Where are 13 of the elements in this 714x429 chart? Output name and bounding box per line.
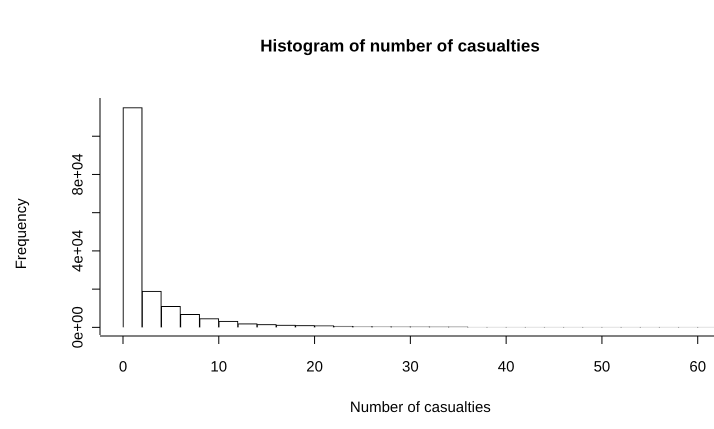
y-tick-label: 8e+04 [70,153,87,196]
x-tick-label: 40 [498,358,514,376]
x-tick-label: 50 [594,358,610,376]
x-tick-label: 60 [689,358,706,376]
x-tick-label: 10 [210,358,228,376]
x-tick-label: 30 [402,358,419,376]
chart-title: Histogram of number of casualties [260,36,540,56]
y-tick-label: 0e+00 [70,306,87,348]
x-tick-label: 0 [118,358,128,376]
x-axis-title: Number of casualties [350,399,491,416]
y-tick-label: 4e+04 [70,230,87,272]
y-axis-title: Frequency [13,198,30,270]
x-tick-label: 20 [306,358,323,376]
